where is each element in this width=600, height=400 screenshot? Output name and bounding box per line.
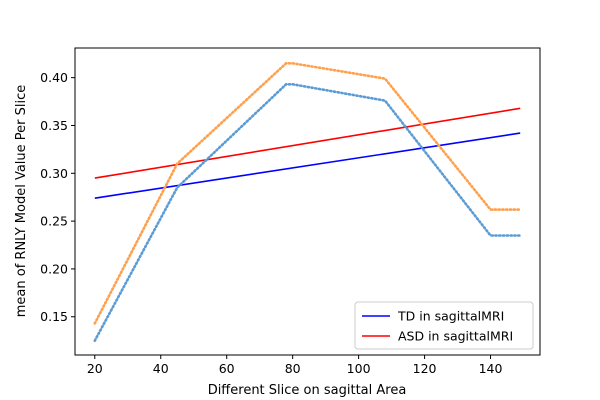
x-axis: 20 40 60 80 100 120 140: [87, 355, 503, 376]
y-tick-label: 0.40: [40, 70, 68, 85]
x-tick-label: 60: [219, 361, 235, 376]
y-tick-label: 0.20: [40, 261, 68, 276]
x-tick-label: 140: [479, 361, 503, 376]
x-axis-label: Different Slice on sagittal Area: [208, 383, 407, 398]
series-dotted-line-3: [93, 61, 522, 325]
y-tick-label: 0.30: [40, 166, 68, 181]
legend-label-asd: ASD in sagittalMRI: [398, 329, 513, 344]
legend-box: [354, 301, 534, 350]
x-tick-label: 40: [153, 361, 169, 376]
x-tick-label: 120: [413, 361, 437, 376]
legend-label-td: TD in sagittalMRI: [397, 309, 504, 324]
series-dotted-line-2: [93, 83, 522, 343]
y-tick-label: 0.25: [40, 214, 68, 229]
x-tick-label: 80: [285, 361, 301, 376]
y-axis-label: mean of RNLY Model Value Per Slice: [14, 85, 29, 317]
y-tick-label: 0.35: [40, 118, 68, 133]
series-layer: [93, 61, 522, 343]
series-line-1: [94, 107, 521, 179]
legend: TD in sagittalMRI ASD in sagittalMRI: [354, 301, 534, 350]
y-tick-label: 0.15: [40, 309, 68, 324]
y-axis: 0.15 0.20 0.25 0.30 0.35 0.40: [40, 70, 75, 324]
x-tick-label: 20: [87, 361, 103, 376]
plot-area-frame: [74, 47, 541, 356]
x-tick-label: 100: [347, 361, 371, 376]
